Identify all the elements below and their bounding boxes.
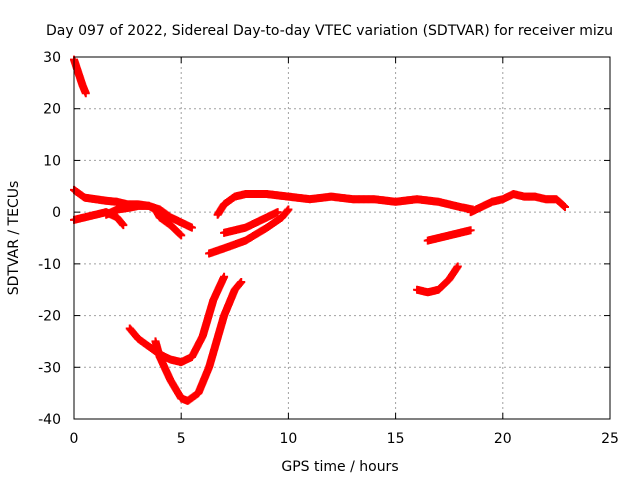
y-tick-label: -20 — [38, 309, 61, 325]
data-point — [177, 231, 186, 240]
data-point — [560, 202, 569, 211]
data-series — [70, 55, 569, 405]
y-tick-label: 10 — [43, 153, 61, 169]
x-tick-label: 25 — [601, 431, 619, 447]
series-arc-4 — [102, 201, 186, 240]
series-arc-10 — [413, 262, 462, 297]
series-arc-8 — [205, 205, 293, 258]
y-tick-label: 0 — [52, 205, 61, 221]
x-tick-label: 10 — [279, 431, 297, 447]
y-tick-label: -40 — [38, 412, 61, 428]
series-arc-11 — [423, 226, 475, 245]
series-arc-12 — [466, 190, 569, 217]
y-tick-label: -30 — [38, 360, 61, 376]
data-point — [187, 223, 196, 232]
data-point — [466, 226, 475, 235]
y-axis-label: SDTVAR / TECUs — [6, 181, 22, 296]
y-tick-label: 30 — [43, 50, 61, 66]
data-point — [284, 205, 293, 214]
series-arc-6 — [151, 277, 246, 405]
data-point — [453, 262, 462, 271]
series-arc-7 — [213, 190, 477, 219]
data-point — [237, 277, 246, 286]
series-arc-9 — [220, 208, 282, 237]
x-tick-label: 0 — [70, 431, 79, 447]
data-point — [119, 221, 128, 230]
grid — [74, 57, 610, 419]
axis-ticks: 0 5 10 15 20 25 -40 -30 -20 -10 0 10 20 30 — [38, 50, 619, 447]
data-point — [220, 272, 229, 281]
x-axis-label: GPS time / hours — [281, 459, 398, 475]
series-arc-1 — [70, 55, 90, 98]
data-point — [273, 208, 282, 217]
x-tick-label: 5 — [177, 431, 186, 447]
chart-title: Day 097 of 2022, Sidereal Day-to-day VTE… — [46, 23, 613, 39]
y-tick-label: 20 — [43, 102, 61, 118]
data-point — [81, 89, 90, 98]
plot-frame — [73, 56, 611, 420]
y-tick-label: -10 — [38, 257, 61, 273]
x-tick-label: 15 — [387, 431, 405, 447]
x-tick-label: 20 — [494, 431, 512, 447]
